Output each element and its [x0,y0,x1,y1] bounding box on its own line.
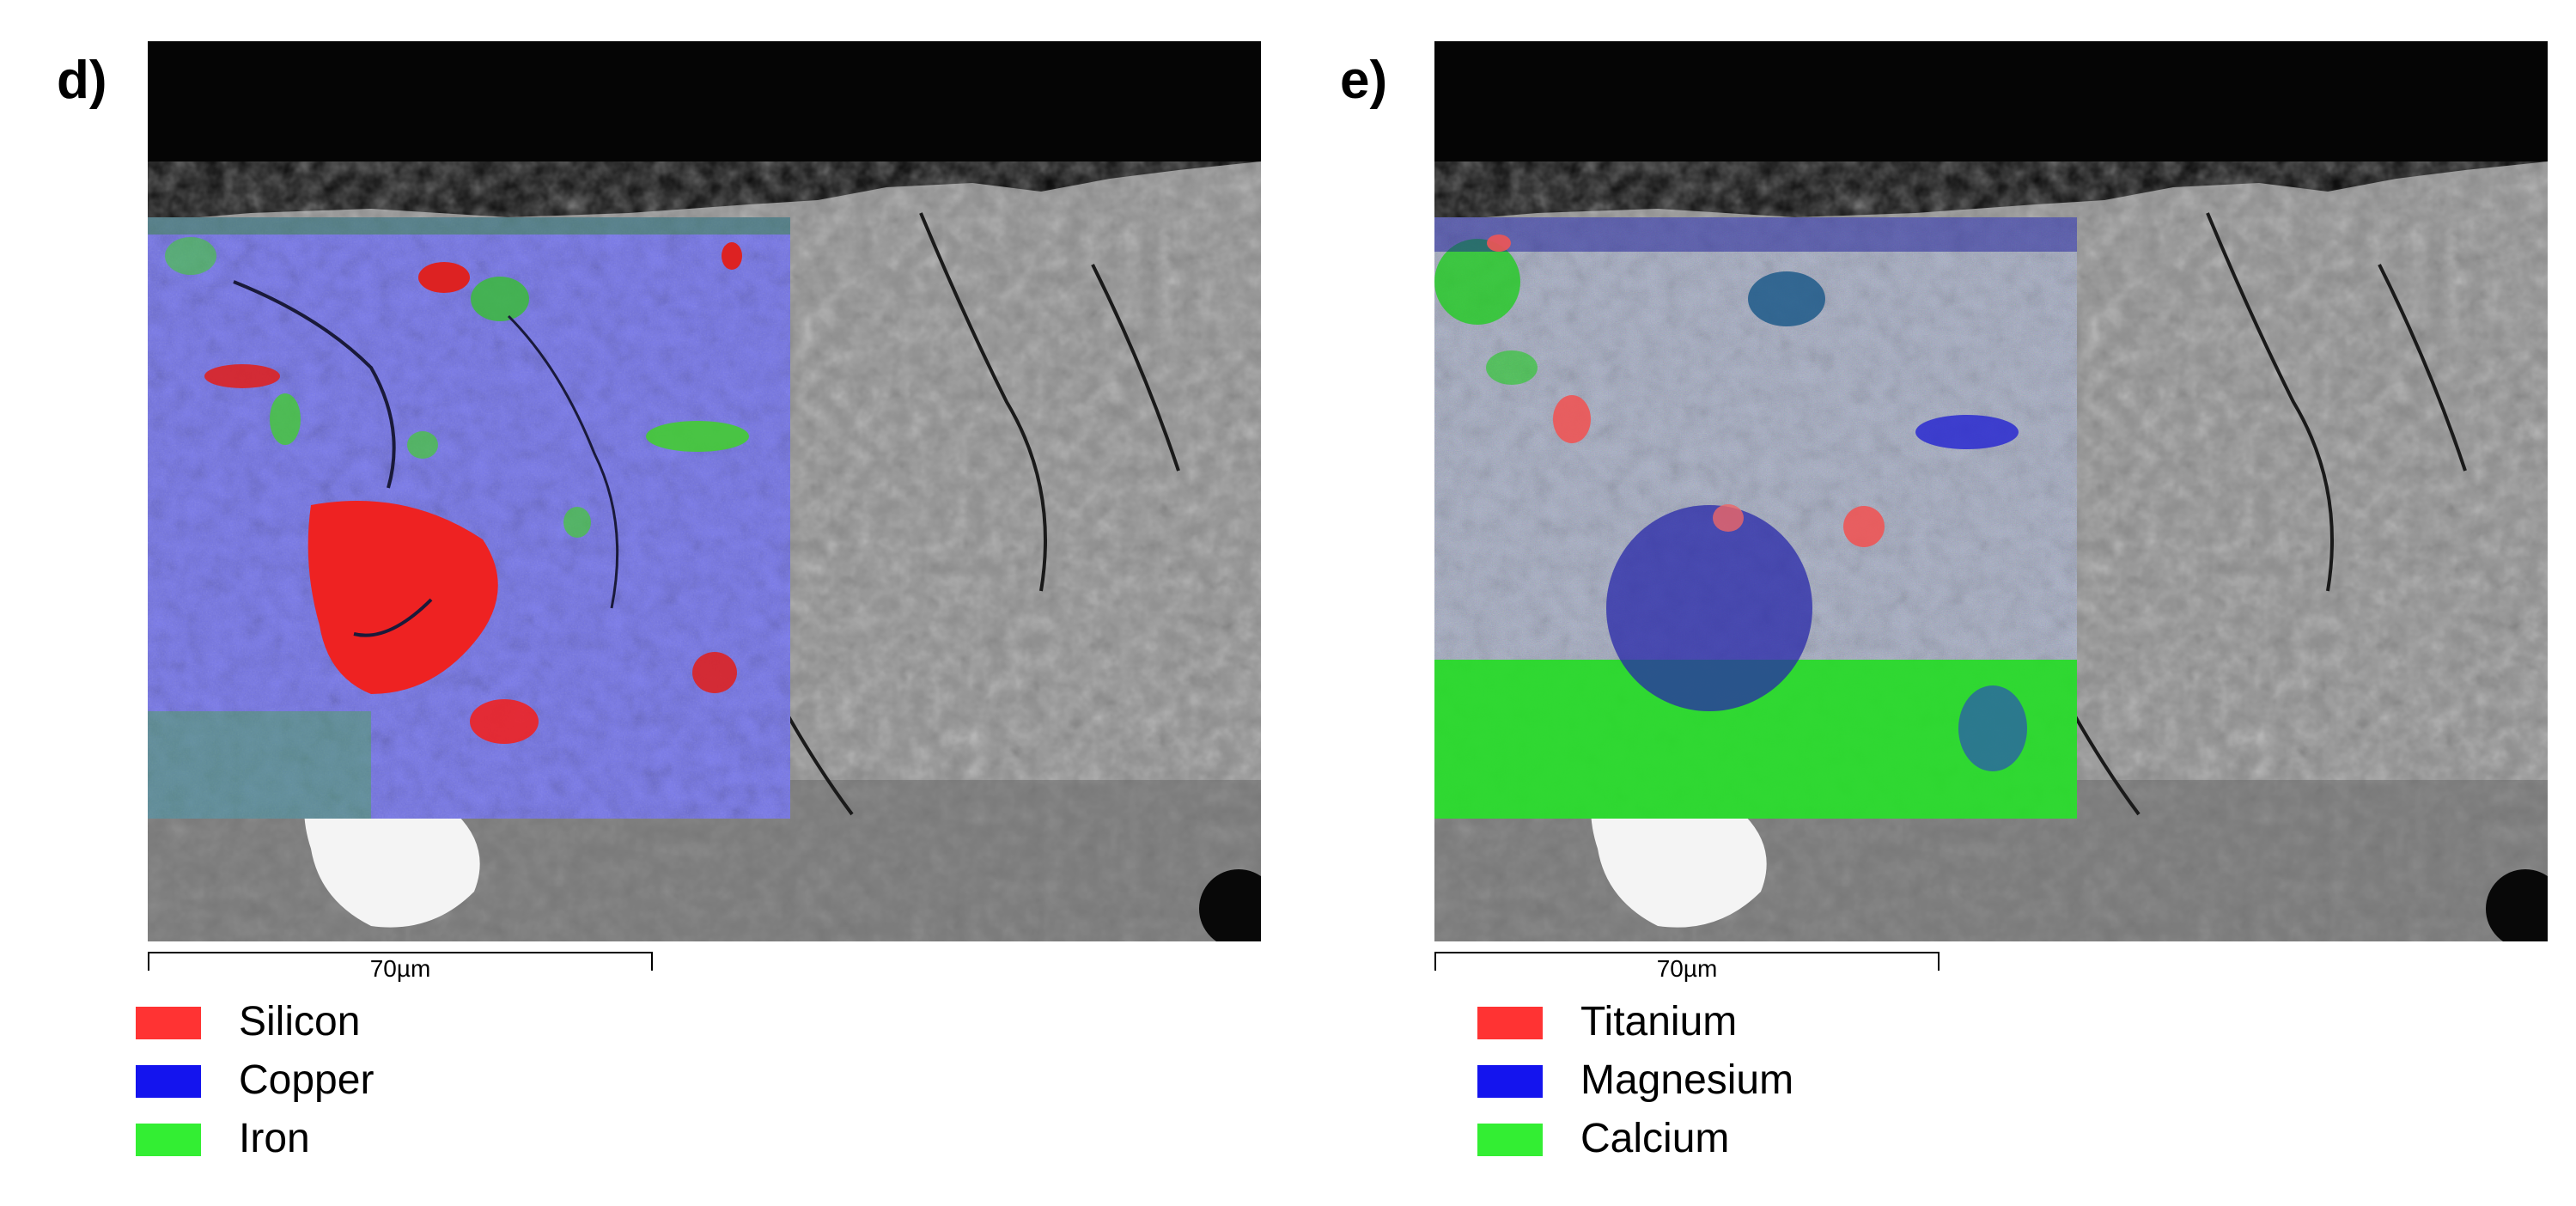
panel-e-scalebar-label: 70µm [1656,955,1718,982]
legend-label-copper: Copper [239,1057,375,1103]
legend-label-calcium: Calcium [1580,1116,1730,1161]
panel-d-scalebar-label: 70µm [369,955,431,982]
legend-label-iron: Iron [239,1116,310,1161]
legend-swatch-calcium [1477,1124,1543,1156]
legend-swatch-titanium [1477,1007,1543,1039]
legend-label-magnesium: Magnesium [1580,1057,1794,1103]
panel-e-scalebar [1434,952,1940,971]
panel-d-scalebar [148,952,653,971]
legend-swatch-iron [136,1124,201,1156]
panel-e-micrograph [1434,41,2548,941]
legend-swatch-silicon [136,1007,201,1039]
legend-label-silicon: Silicon [239,999,361,1045]
panel-d-sem-image [148,41,1261,941]
legend-swatch-copper [136,1065,201,1098]
legend-swatch-magnesium [1477,1065,1543,1098]
panel-e-label: e) [1340,51,1388,110]
panel-e-sem-image [1434,41,2548,941]
panel-d-micrograph [148,41,1261,941]
panel-d-label: d) [57,51,107,110]
legend-label-titanium: Titanium [1580,999,1738,1045]
